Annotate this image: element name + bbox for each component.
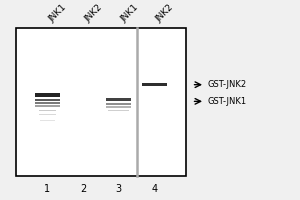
Text: JNK2: JNK2	[83, 3, 104, 24]
Bar	[39, 114, 56, 115]
Bar	[106, 106, 131, 108]
Text: JNK1: JNK1	[47, 3, 69, 24]
Bar	[142, 83, 167, 86]
Bar	[35, 105, 60, 107]
Bar	[35, 93, 60, 97]
Text: 4: 4	[152, 184, 158, 194]
Bar	[106, 98, 131, 101]
Bar	[16, 28, 186, 176]
Text: JNK2: JNK2	[154, 3, 176, 24]
Bar	[108, 110, 129, 111]
Text: GST-JNK2: GST-JNK2	[208, 80, 247, 89]
Bar	[35, 102, 60, 104]
Text: 1: 1	[44, 184, 50, 194]
Bar	[38, 110, 56, 111]
Bar	[35, 99, 60, 101]
Bar	[40, 120, 55, 121]
Text: JNK1: JNK1	[119, 3, 140, 24]
Text: 3: 3	[116, 184, 122, 194]
Text: 2: 2	[80, 184, 86, 194]
Text: GST-JNK1: GST-JNK1	[208, 97, 247, 106]
Bar	[106, 103, 131, 105]
